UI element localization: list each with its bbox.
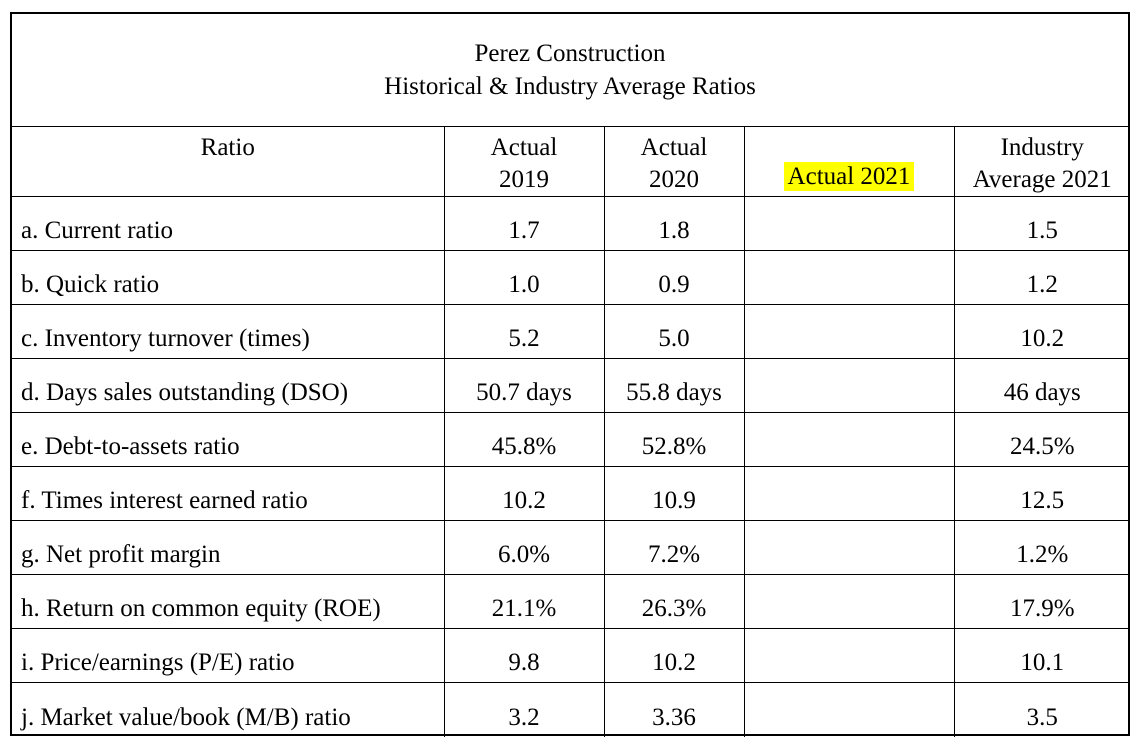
cell-actual-2020: 55.8 days [603,358,745,413]
cell-actual-2020: 26.3% [603,574,745,629]
ratio-label: f. Times interest earned ratio [12,466,445,521]
table-row-times-interest-earned: f. Times interest earned ratio 10.2 10.9… [12,466,1130,521]
table-row-mb-ratio: j. Market value/book (M/B) ratio 3.2 3.3… [12,682,1130,737]
ratio-label: h. Return on common equity (ROE) [12,574,445,629]
cell-actual-2021 [743,304,955,359]
cell-actual-2020: 7.2% [603,520,745,575]
table-row-dso: d. Days sales outstanding (DSO) 50.7 day… [12,358,1130,413]
ratio-label: i. Price/earnings (P/E) ratio [12,628,445,683]
ratios-grid: Ratio Actual 2019 Actual 2020 Actual 202… [12,127,1130,737]
cell-industry-average-2021: 1.2 [953,250,1130,305]
header-actual-2019-line2: 2019 [499,166,549,193]
cell-actual-2019: 45.8% [443,412,605,467]
cell-actual-2019: 10.2 [443,466,605,521]
cell-actual-2020: 52.8% [603,412,745,467]
header-actual-2021: Actual 2021 [743,127,955,197]
ratio-label: a. Current ratio [12,196,445,251]
header-actual-2020-line2: 2020 [649,166,699,193]
table-title: Perez Construction Historical & Industry… [12,14,1128,127]
cell-actual-2019: 9.8 [443,628,605,683]
cell-actual-2019: 1.0 [443,250,605,305]
cell-actual-2021 [743,574,955,629]
cell-industry-average-2021: 1.2% [953,520,1130,575]
ratio-label: c. Inventory turnover (times) [12,304,445,359]
ratio-label: j. Market value/book (M/B) ratio [12,682,445,737]
header-row: Ratio Actual 2019 Actual 2020 Actual 202… [12,127,1130,197]
cell-actual-2019: 21.1% [443,574,605,629]
cell-actual-2019: 50.7 days [443,358,605,413]
cell-actual-2021 [743,520,955,575]
cell-actual-2020: 5.0 [603,304,745,359]
table-row-quick-ratio: b. Quick ratio 1.0 0.9 1.2 [12,250,1130,305]
title-line-subtitle: Historical & Industry Average Ratios [384,73,756,100]
header-actual-2020-line1: Actual [640,134,708,161]
table-row-inventory-turnover: c. Inventory turnover (times) 5.2 5.0 10… [12,304,1130,359]
cell-actual-2019: 3.2 [443,682,605,737]
header-actual-2019: Actual 2019 [443,127,605,197]
cell-actual-2021 [743,250,955,305]
cell-industry-average-2021: 1.5 [953,196,1130,251]
cell-actual-2021 [743,682,955,737]
table-row-roe: h. Return on common equity (ROE) 21.1% 2… [12,574,1130,629]
ratio-label: b. Quick ratio [12,250,445,305]
header-ratio: Ratio [12,127,445,197]
cell-actual-2020: 0.9 [603,250,745,305]
header-actual-2020: Actual 2020 [603,127,745,197]
title-line-company: Perez Construction [474,40,666,67]
table-body: a. Current ratio 1.7 1.8 1.5 b. Quick ra… [12,196,1130,737]
ratio-label: e. Debt-to-assets ratio [12,412,445,467]
cell-industry-average-2021: 3.5 [953,682,1130,737]
cell-actual-2021 [743,358,955,413]
table-row-net-profit-margin: g. Net profit margin 6.0% 7.2% 1.2% [12,520,1130,575]
table-row-pe-ratio: i. Price/earnings (P/E) ratio 9.8 10.2 1… [12,628,1130,683]
cell-actual-2019: 6.0% [443,520,605,575]
cell-actual-2019: 5.2 [443,304,605,359]
cell-actual-2020: 10.9 [603,466,745,521]
cell-actual-2021 [743,196,955,251]
cell-actual-2019: 1.7 [443,196,605,251]
cell-industry-average-2021: 17.9% [953,574,1130,629]
cell-actual-2021 [743,412,955,467]
header-industry-average-2021: Industry Average 2021 [953,127,1130,197]
header-industry-line1: Industry [1000,134,1084,161]
table-row-debt-to-assets: e. Debt-to-assets ratio 45.8% 52.8% 24.5… [12,412,1130,467]
ratio-label: d. Days sales outstanding (DSO) [12,358,445,413]
cell-industry-average-2021: 24.5% [953,412,1130,467]
cell-industry-average-2021: 12.5 [953,466,1130,521]
cell-actual-2020: 3.36 [603,682,745,737]
cell-actual-2020: 10.2 [603,628,745,683]
table-row-current-ratio: a. Current ratio 1.7 1.8 1.5 [12,196,1130,251]
cell-industry-average-2021: 46 days [953,358,1130,413]
cell-actual-2021 [743,466,955,521]
ratios-table: Perez Construction Historical & Industry… [10,12,1130,737]
cell-industry-average-2021: 10.1 [953,628,1130,683]
highlighted-header-actual-2021: Actual 2021 [783,162,915,191]
ratio-label: g. Net profit margin [12,520,445,575]
cell-actual-2020: 1.8 [603,196,745,251]
cell-actual-2021 [743,628,955,683]
header-actual-2019-line1: Actual [490,134,558,161]
cell-industry-average-2021: 10.2 [953,304,1130,359]
header-industry-line2: Average 2021 [972,166,1112,193]
